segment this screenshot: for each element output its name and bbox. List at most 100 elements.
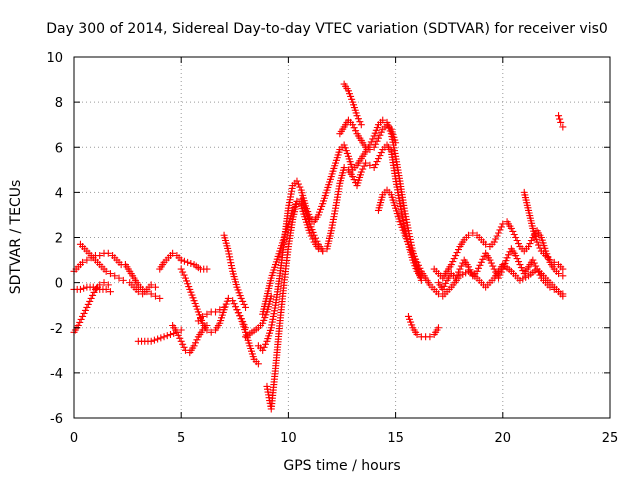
- data-point: [507, 224, 515, 232]
- data-point: [119, 276, 127, 284]
- data-point: [486, 256, 494, 264]
- data-point: [404, 240, 412, 248]
- data-point: [174, 331, 182, 339]
- data-point: [203, 321, 211, 329]
- data-point: [449, 258, 457, 266]
- data-point: [477, 258, 485, 266]
- data-point: [212, 308, 220, 316]
- data-point: [199, 312, 207, 320]
- data-point: [559, 265, 567, 273]
- data-point: [227, 259, 235, 267]
- data-point: [240, 300, 248, 308]
- data-point: [439, 285, 447, 293]
- data-point: [100, 279, 108, 287]
- series-trace-19: [340, 80, 365, 129]
- data-point: [180, 257, 188, 265]
- data-point: [349, 173, 357, 181]
- data-point: [184, 258, 192, 266]
- data-point: [232, 303, 240, 311]
- data-point: [81, 306, 89, 314]
- data-point: [356, 118, 364, 126]
- data-point: [487, 259, 495, 267]
- data-point: [180, 271, 188, 279]
- data-point: [513, 255, 521, 263]
- data-point: [177, 337, 185, 345]
- data-point: [512, 234, 520, 241]
- y-tick-label: 6: [55, 141, 63, 156]
- data-point: [442, 279, 450, 287]
- data-point: [106, 288, 114, 296]
- series-trace-14: [233, 306, 262, 368]
- data-point: [527, 237, 535, 245]
- data-point: [111, 272, 119, 280]
- data-point: [373, 137, 381, 145]
- data-point: [466, 266, 474, 274]
- x-tick-label: 0: [70, 431, 78, 446]
- data-point: [559, 292, 567, 300]
- data-point: [374, 134, 382, 142]
- data-point: [260, 343, 268, 351]
- data-point: [340, 164, 348, 172]
- data-point: [89, 283, 97, 291]
- data-point: [377, 149, 385, 157]
- data-point: [350, 124, 358, 132]
- data-point: [87, 294, 95, 302]
- data-point: [239, 297, 247, 305]
- data-point: [242, 303, 250, 311]
- data-point: [307, 232, 315, 240]
- series-trace-9: [177, 265, 250, 336]
- series-trace-15: [242, 292, 275, 341]
- data-point: [203, 265, 211, 273]
- data-point: [86, 297, 94, 305]
- x-tick-label: 15: [387, 431, 404, 446]
- data-point: [412, 255, 420, 263]
- data-point: [319, 247, 327, 255]
- data-point: [236, 312, 244, 320]
- data-point: [376, 152, 384, 160]
- axis-ticks: 0 5 10 15 20 25 -6 -4 -2 0 2 4 6 8 10: [46, 51, 618, 446]
- data-point: [469, 229, 477, 237]
- data-point: [147, 281, 155, 289]
- data-point: [228, 264, 236, 272]
- data-point: [495, 229, 503, 237]
- data-point: [509, 227, 517, 235]
- data-point: [434, 324, 442, 332]
- data-point: [359, 165, 367, 173]
- data-point: [366, 161, 374, 169]
- data-point: [516, 261, 524, 269]
- data-point: [406, 243, 414, 251]
- data-point: [555, 112, 563, 120]
- data-point: [559, 272, 567, 280]
- data-point: [176, 334, 184, 342]
- x-axis-label: GPS time / hours: [283, 458, 400, 474]
- x-tick-label: 20: [495, 431, 512, 446]
- data-point: [151, 292, 159, 300]
- data-point: [550, 258, 558, 266]
- data-point: [226, 256, 234, 264]
- data-point: [207, 328, 215, 336]
- data-point: [151, 283, 159, 291]
- data-point: [306, 229, 314, 237]
- data-point: [226, 253, 234, 261]
- data-point: [426, 333, 434, 341]
- data-point: [453, 249, 461, 257]
- data-point: [160, 333, 168, 341]
- data-point: [216, 306, 224, 314]
- data-point: [296, 183, 304, 191]
- data-point: [77, 315, 85, 323]
- x-tick-label: 10: [280, 431, 297, 446]
- data-point: [377, 128, 385, 136]
- data-point: [454, 268, 462, 276]
- data-point: [482, 240, 490, 248]
- data-point: [79, 312, 87, 320]
- data-point: [372, 140, 380, 148]
- data-point: [106, 270, 114, 278]
- data-point: [413, 258, 421, 266]
- x-tick-label: 25: [602, 431, 619, 446]
- series-trace-20: [336, 116, 400, 154]
- data-point: [532, 262, 540, 270]
- data-point: [294, 180, 302, 188]
- data-point: [156, 294, 164, 302]
- data-point: [512, 252, 520, 260]
